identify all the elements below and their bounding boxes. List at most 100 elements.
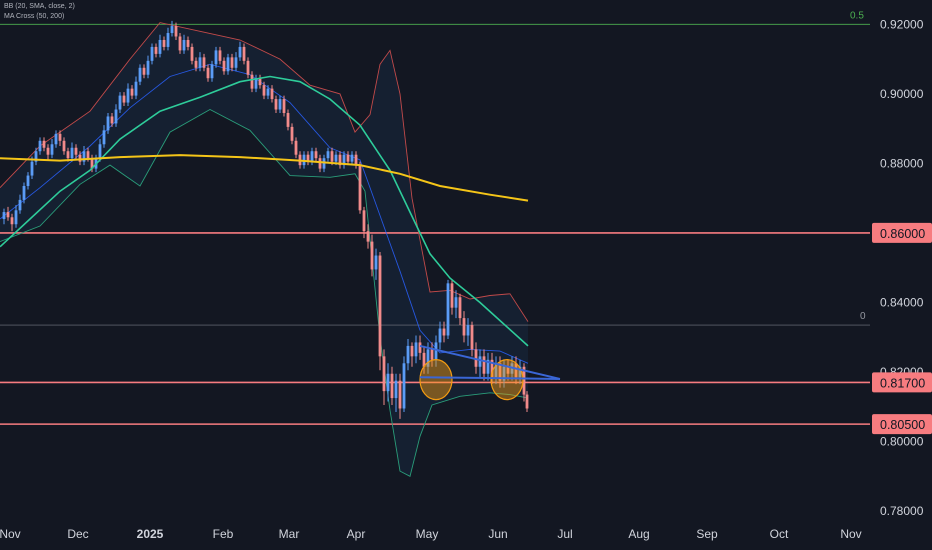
candle-body xyxy=(230,57,234,68)
candle xyxy=(402,356,406,412)
candle-body xyxy=(106,116,110,131)
fib-label: 0.5 xyxy=(850,10,864,21)
candle-body xyxy=(198,57,202,68)
candle xyxy=(238,41,242,61)
candle-body xyxy=(494,363,498,378)
ma200-line xyxy=(0,154,529,202)
candle-body xyxy=(458,297,462,319)
candle-body xyxy=(98,144,102,159)
candle xyxy=(270,85,274,103)
price-axis-label: 0.80000 xyxy=(880,435,924,449)
indicator-bb-label[interactable]: BB (20, SMA, close, 2) xyxy=(4,3,75,10)
candle xyxy=(42,137,46,152)
candle-body xyxy=(470,325,474,350)
candle xyxy=(286,109,290,131)
candle xyxy=(214,46,218,68)
candle-body xyxy=(70,147,74,159)
candle-body xyxy=(186,39,190,47)
candle-body xyxy=(442,328,446,336)
candle xyxy=(206,64,210,82)
candle xyxy=(486,352,490,381)
candle-body xyxy=(354,154,358,166)
candle-body xyxy=(2,212,6,220)
candle xyxy=(290,123,294,145)
candle xyxy=(50,139,54,159)
candle xyxy=(178,33,182,54)
candle-body xyxy=(258,78,262,86)
candle xyxy=(62,137,66,155)
candle xyxy=(430,342,434,367)
candle xyxy=(502,359,506,388)
candle-body xyxy=(170,26,174,34)
candle xyxy=(374,248,378,280)
candle xyxy=(102,125,106,148)
candle xyxy=(278,95,282,113)
candle xyxy=(478,349,482,378)
time-axis-label: Aug xyxy=(628,527,649,541)
candle xyxy=(158,34,162,58)
candle-body xyxy=(150,46,154,61)
candle xyxy=(378,252,382,371)
candle-body xyxy=(178,36,182,51)
indicator-ma-cross-label[interactable]: MA Cross (50, 200) xyxy=(4,13,65,20)
candle-body xyxy=(214,50,218,65)
candle xyxy=(454,290,458,319)
candle-body xyxy=(58,133,62,141)
candle xyxy=(22,182,26,204)
candle-body xyxy=(506,366,510,374)
candle-body xyxy=(194,60,198,68)
time-axis-label: Apr xyxy=(347,527,366,541)
candle xyxy=(38,137,42,155)
candle-body xyxy=(462,318,466,336)
candle-body xyxy=(386,373,390,392)
candle xyxy=(326,147,330,162)
candle xyxy=(54,130,58,148)
candle-body xyxy=(262,85,266,96)
candle-body xyxy=(446,283,450,336)
price-axis-label: 0.88000 xyxy=(880,156,924,170)
candle-body xyxy=(78,154,82,162)
candle xyxy=(514,356,518,385)
candle-body xyxy=(246,60,250,75)
candle-body xyxy=(242,46,246,61)
candle xyxy=(26,172,30,190)
candle xyxy=(470,321,474,357)
price-level-label: 0.80500 xyxy=(880,418,925,432)
time-axis-label: Nov xyxy=(840,527,861,541)
candle-body xyxy=(26,175,30,186)
candle xyxy=(346,151,350,166)
candle-body xyxy=(114,109,118,124)
candle xyxy=(182,34,186,54)
candle-body xyxy=(330,151,334,162)
candle xyxy=(174,22,178,40)
candle xyxy=(18,194,22,214)
candle-body xyxy=(326,151,330,159)
candle xyxy=(525,391,529,412)
candle-body xyxy=(522,366,526,395)
candle xyxy=(474,342,478,374)
candle-body xyxy=(294,140,298,155)
candle-body xyxy=(502,366,506,381)
time-axis-label: Feb xyxy=(213,527,234,541)
candle-body xyxy=(478,356,482,367)
candle-body xyxy=(14,210,18,225)
candle xyxy=(258,74,262,89)
candle-body xyxy=(234,57,238,68)
candle-body xyxy=(410,345,414,357)
candle xyxy=(58,130,62,147)
candle xyxy=(150,43,154,65)
candle-body xyxy=(54,133,58,145)
price-level-label: 0.81700 xyxy=(880,376,925,390)
candle-body xyxy=(86,151,90,159)
candle xyxy=(438,321,442,350)
candle xyxy=(34,147,38,166)
price-level-label-bg xyxy=(872,222,932,243)
candle xyxy=(162,36,166,51)
candle-body xyxy=(362,210,366,232)
candle-body xyxy=(334,154,338,162)
candle-body xyxy=(306,154,310,162)
candle-body xyxy=(138,67,142,82)
candle-body xyxy=(146,60,150,75)
